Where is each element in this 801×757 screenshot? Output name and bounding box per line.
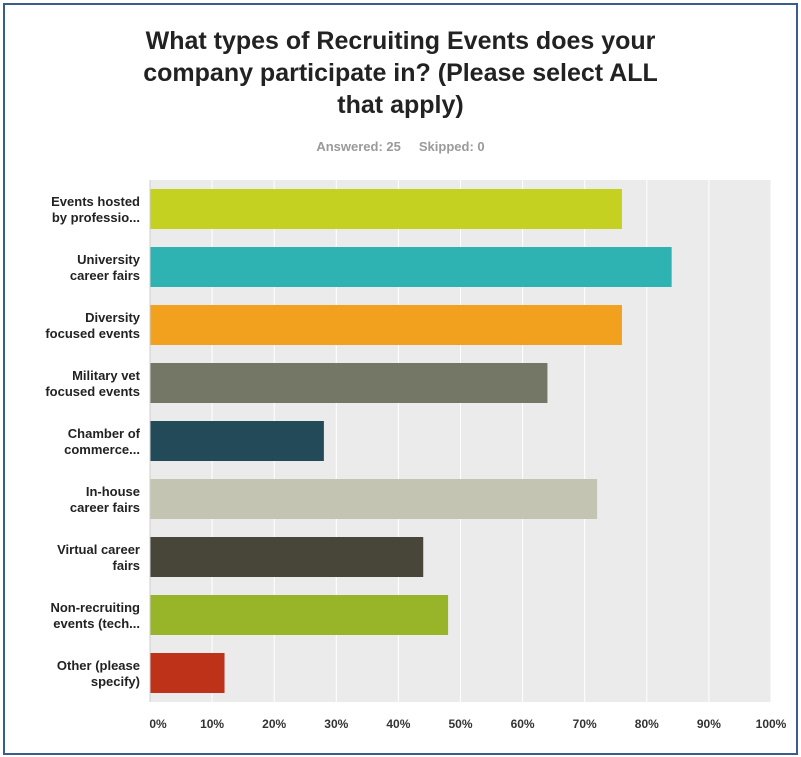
category-label: Non-recruiting events (tech... (50, 600, 140, 631)
bar (150, 653, 225, 693)
x-tick-label: 100% (756, 717, 787, 731)
x-tick-label: 50% (448, 717, 472, 731)
bar (150, 595, 449, 635)
bar-chart: Events hosted by professio... University ca… (45, 180, 787, 731)
x-tick-label: 90% (697, 717, 721, 731)
category-label: Virtual career fairs (57, 542, 140, 573)
chart-title-line-2: company participate in? (Please select A… (143, 59, 658, 87)
category-label: In-house career fairs (70, 484, 140, 515)
x-tick-label: 80% (635, 717, 659, 731)
x-tick-label: 70% (573, 717, 597, 731)
answered-count: Answered: 25 (316, 139, 401, 154)
category-label: Chamber of commerce... (64, 426, 141, 457)
category-label: University career fairs (70, 252, 141, 283)
bar (150, 479, 598, 519)
bar (150, 421, 324, 461)
category-label: Military vet focused events (45, 368, 140, 399)
x-tick-label: 0% (149, 717, 167, 731)
bar (150, 189, 622, 229)
chart-title-line-3: that apply) (337, 91, 464, 119)
bar (150, 305, 622, 345)
x-tick-label: 30% (324, 717, 348, 731)
x-tick-label: 40% (386, 717, 410, 731)
x-tick-label: 60% (511, 717, 535, 731)
response-stats: Answered: 25 Skipped: 0 (5, 139, 796, 154)
chart-title: What types of Recruiting Events does you… (5, 25, 796, 121)
category-label: Events hosted by professio... (51, 194, 140, 225)
x-tick-label: 20% (262, 717, 286, 731)
category-label: Diversity focused events (45, 310, 140, 341)
chart-panel: What types of Recruiting Events does you… (3, 3, 798, 755)
category-label: Other (please specify) (57, 658, 140, 689)
chart-title-line-1: What types of Recruiting Events does you… (145, 27, 656, 55)
bar (150, 537, 424, 577)
bar (150, 363, 548, 403)
skipped-count: Skipped: 0 (418, 139, 485, 154)
bar (150, 247, 672, 287)
x-tick-label: 10% (200, 717, 224, 731)
